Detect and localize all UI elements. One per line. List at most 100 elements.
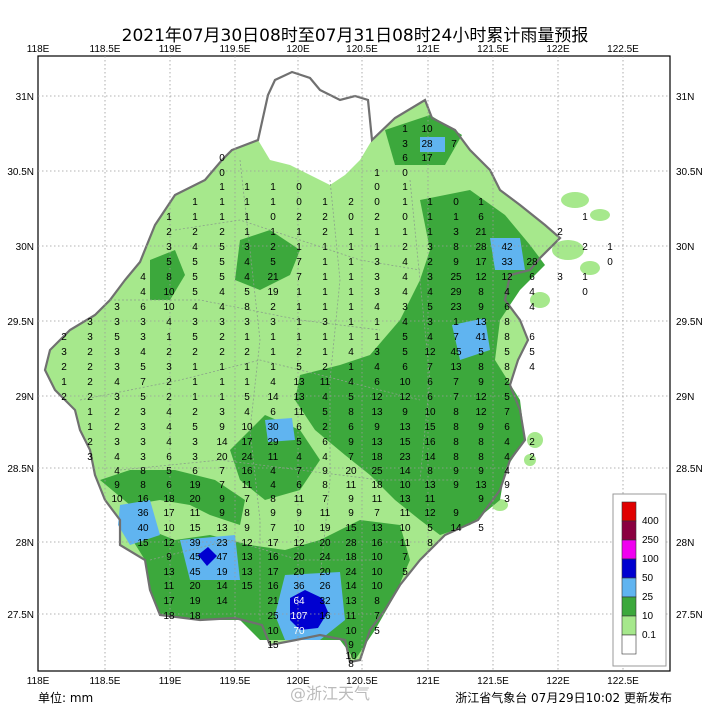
rainfall-value: 5 [402, 347, 408, 358]
lon-label: 121.5E [477, 44, 509, 55]
rain-50-100-layer [198, 547, 328, 630]
legend: 400 250 100 50 25 10 0.1 [612, 493, 667, 667]
rainfall-value: 2 [87, 362, 93, 373]
rainfall-value: 15 [241, 581, 253, 592]
rainfall-value: 5 [296, 362, 302, 373]
rainfall-value: 2 [114, 407, 120, 418]
rainfall-value: 14 [216, 437, 228, 448]
rainfall-value: 19 [319, 523, 331, 534]
rainfall-value: 1 [87, 422, 93, 433]
rainfall-value: 17 [267, 567, 279, 578]
rainfall-value: 23 [216, 538, 228, 549]
rainfall-value: 4 [270, 466, 276, 477]
rainfall-value: 4 [374, 302, 380, 313]
rainfall-value: 8 [427, 466, 433, 477]
rainfall-value: 6 [296, 480, 302, 491]
rainfall-value: 14 [216, 581, 228, 592]
rainfall-value: 2 [192, 407, 198, 418]
rainfall-value: 1 [348, 242, 354, 253]
rainfall-value: 13 [475, 317, 487, 328]
rainfall-value: 8 [427, 538, 433, 549]
rainfall-value: 42 [501, 242, 513, 253]
rainfall-value: 6 [166, 480, 172, 491]
rainfall-value: 1 [219, 392, 225, 403]
rainfall-value: 16 [137, 494, 149, 505]
rainfall-value: 13 [371, 523, 383, 534]
lat-label: 31N [676, 92, 694, 103]
rainfall-value: 4 [348, 347, 354, 358]
rainfall-value: 2 [322, 422, 328, 433]
rainfall-value: 9 [348, 640, 354, 651]
lon-label: 119.5E [220, 676, 251, 687]
rainfall-value: 2 [296, 212, 302, 223]
rainfall-value: 64 [293, 596, 305, 607]
rainfall-value: 2 [582, 242, 588, 253]
rainfall-value: 8 [140, 480, 146, 491]
rainfall-value: 41 [475, 332, 487, 343]
rainfall-value: 8 [348, 407, 354, 418]
rainfall-value: 8 [504, 317, 510, 328]
rainfall-value: 5 [192, 422, 198, 433]
rainfall-value: 4 [114, 452, 120, 463]
rainfall-value: 1 [244, 362, 250, 373]
rainfall-value: 5 [348, 392, 354, 403]
rainfall-value: 8 [322, 480, 328, 491]
rainfall-value: 3 [114, 437, 120, 448]
lat-label: 30N [676, 242, 694, 253]
rainfall-value: 2 [529, 437, 535, 448]
lat-label: 27.5N [676, 610, 703, 621]
rainfall-value: 1 [374, 242, 380, 253]
rainfall-value: 5 [244, 287, 250, 298]
rainfall-value: 47 [216, 552, 228, 563]
rainfall-value: 15 [137, 538, 149, 549]
rainfall-value: 0 [374, 197, 380, 208]
county-borders [79, 159, 460, 620]
rainfall-value: 39 [189, 538, 201, 549]
rainfall-value: 0 [402, 168, 408, 179]
rainfall-value: 14 [450, 523, 462, 534]
legend-label: 25 [642, 592, 654, 603]
rainfall-value: 26 [319, 581, 331, 592]
rainfall-value: 9 [244, 523, 250, 534]
rainfall-value: 6 [270, 407, 276, 418]
rainfall-value: 11 [400, 508, 411, 519]
issuer-label: 浙江省气象台 07月29日10:02 更新发布 [455, 691, 672, 705]
rainfall-value: 3 [453, 227, 459, 238]
rainfall-value: 13 [399, 422, 411, 433]
lat-label: 28N [16, 538, 34, 549]
rainfall-value: 1 [270, 227, 276, 238]
rainfall-value: 3 [192, 437, 198, 448]
rainfall-value: 20 [319, 538, 331, 549]
rainfall-value: 5 [504, 347, 510, 358]
rainfall-value: 1 [607, 242, 613, 253]
rainfall-value: 24 [241, 452, 253, 463]
rainfall-value: 3 [244, 317, 250, 328]
rainfall-value: 3 [114, 317, 120, 328]
rainfall-value: 13 [424, 480, 436, 491]
rainfall-value: 20 [345, 466, 357, 477]
rainfall-value: 3 [140, 407, 146, 418]
rainfall-value: 20 [189, 494, 201, 505]
rainfall-value: 1 [402, 197, 408, 208]
rainfall-value: 5 [140, 392, 146, 403]
rainfall-value: 9 [453, 508, 459, 519]
lat-label: 28.5N [676, 464, 703, 475]
rainfall-value: 17 [163, 596, 175, 607]
rainfall-value: 13 [450, 362, 462, 373]
rainfall-value: 10 [345, 626, 357, 637]
rainfall-value: 45 [189, 567, 201, 578]
rainfall-value: 12 [475, 392, 487, 403]
rainfall-value: 4 [427, 287, 433, 298]
lon-label: 120.5E [346, 676, 378, 687]
rainfall-value: 5 [427, 523, 433, 534]
rainfall-value: 1 [219, 182, 225, 193]
rainfall-value: 1 [296, 242, 302, 253]
lat-label: 29.5N [676, 317, 703, 328]
rainfall-value: 2 [270, 242, 276, 253]
rainfall-value: 11 [242, 480, 253, 491]
rainfall-value: 5 [192, 332, 198, 343]
rainfall-value: 2 [166, 227, 172, 238]
rainfall-value: 7 [322, 494, 328, 505]
rainfall-value: 5 [504, 392, 510, 403]
